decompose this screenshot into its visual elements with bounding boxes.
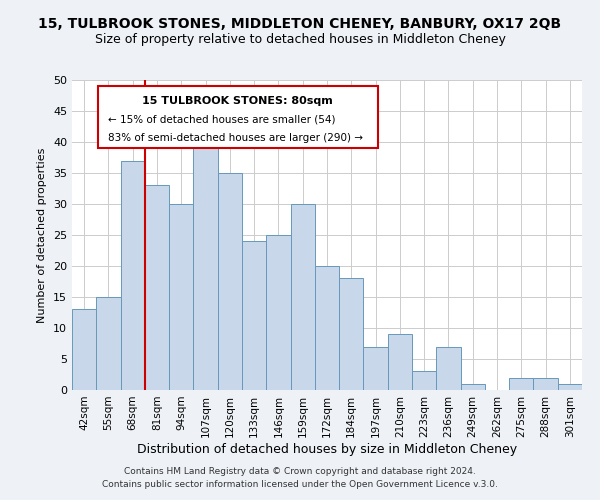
- Bar: [290, 204, 315, 390]
- Y-axis label: Number of detached properties: Number of detached properties: [37, 148, 47, 322]
- Bar: [121, 160, 145, 390]
- Text: Contains HM Land Registry data © Crown copyright and database right 2024.: Contains HM Land Registry data © Crown c…: [124, 467, 476, 476]
- Bar: [533, 378, 558, 390]
- Bar: [72, 310, 96, 390]
- Bar: [145, 186, 169, 390]
- Bar: [339, 278, 364, 390]
- Text: Contains public sector information licensed under the Open Government Licence v.: Contains public sector information licen…: [102, 480, 498, 489]
- X-axis label: Distribution of detached houses by size in Middleton Cheney: Distribution of detached houses by size …: [137, 442, 517, 456]
- Bar: [461, 384, 485, 390]
- Bar: [388, 334, 412, 390]
- Bar: [558, 384, 582, 390]
- FancyBboxPatch shape: [97, 86, 378, 148]
- Bar: [266, 235, 290, 390]
- Bar: [436, 346, 461, 390]
- Bar: [509, 378, 533, 390]
- Bar: [193, 142, 218, 390]
- Bar: [364, 346, 388, 390]
- Text: Size of property relative to detached houses in Middleton Cheney: Size of property relative to detached ho…: [95, 32, 505, 46]
- Bar: [315, 266, 339, 390]
- Bar: [412, 372, 436, 390]
- Bar: [242, 241, 266, 390]
- Bar: [218, 173, 242, 390]
- Text: 83% of semi-detached houses are larger (290) →: 83% of semi-detached houses are larger (…: [108, 132, 362, 142]
- Text: 15 TULBROOK STONES: 80sqm: 15 TULBROOK STONES: 80sqm: [142, 96, 333, 106]
- Text: 15, TULBROOK STONES, MIDDLETON CHENEY, BANBURY, OX17 2QB: 15, TULBROOK STONES, MIDDLETON CHENEY, B…: [38, 18, 562, 32]
- Text: ← 15% of detached houses are smaller (54): ← 15% of detached houses are smaller (54…: [108, 114, 335, 124]
- Bar: [169, 204, 193, 390]
- Bar: [96, 297, 121, 390]
